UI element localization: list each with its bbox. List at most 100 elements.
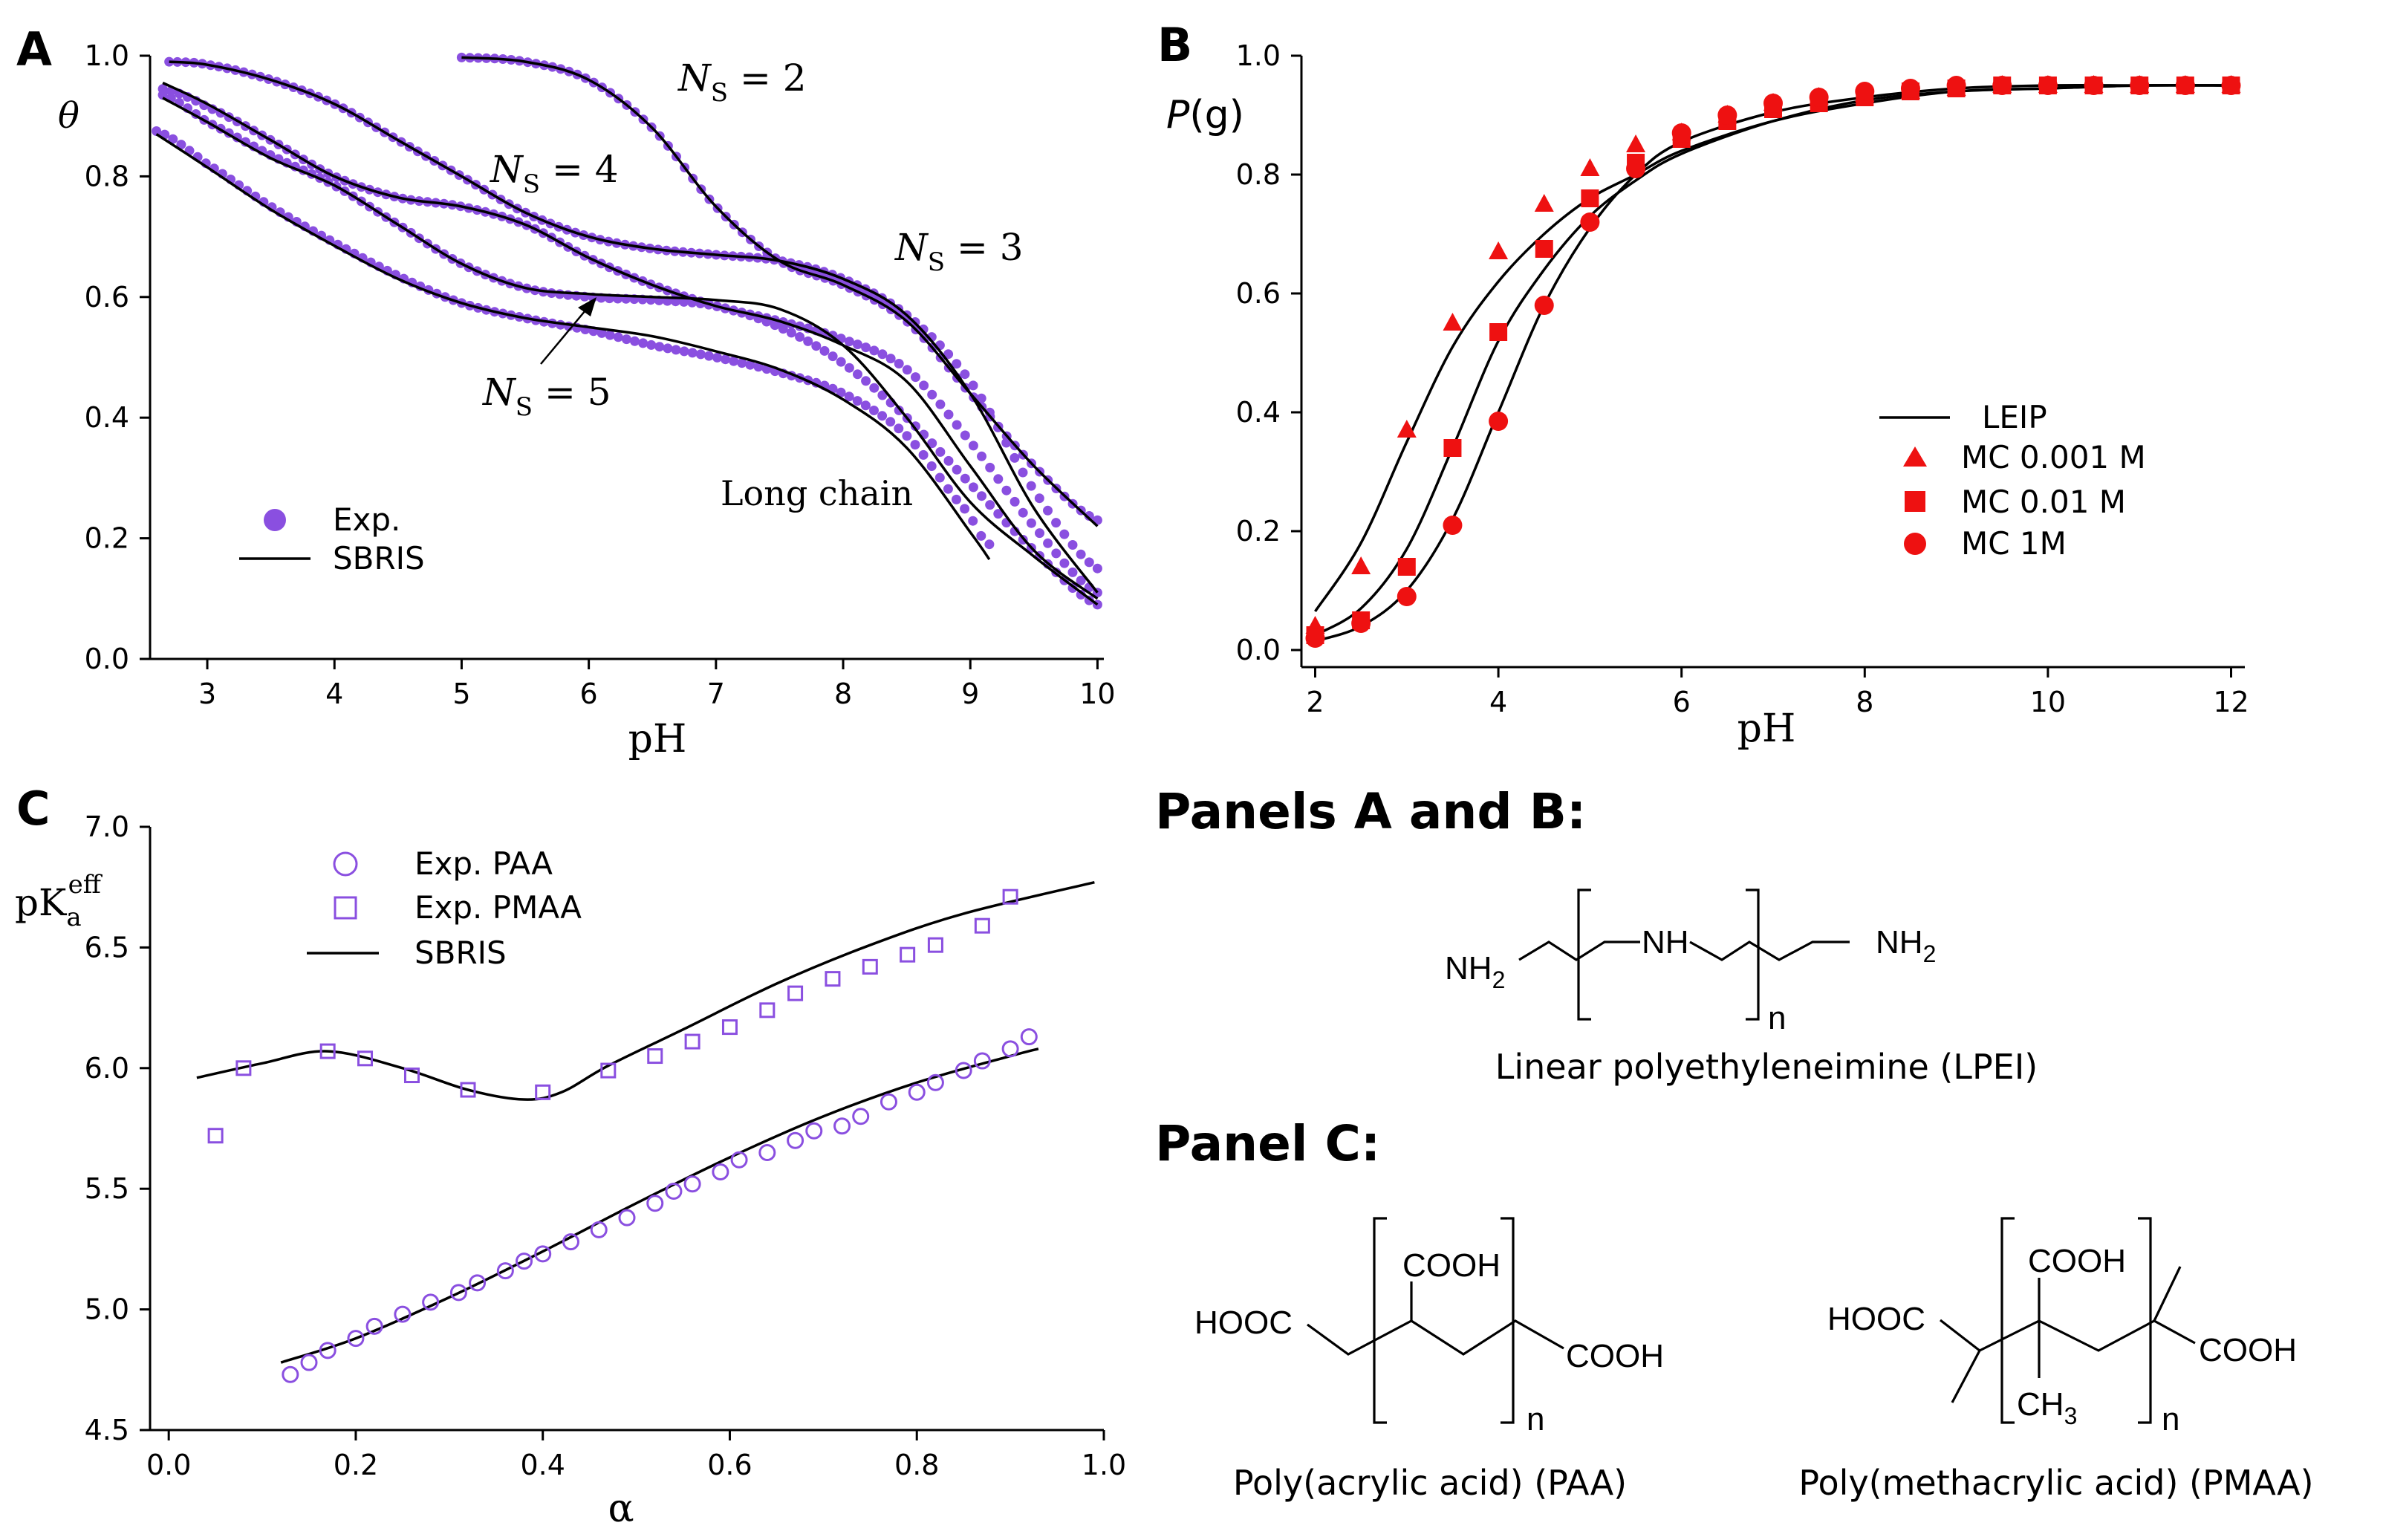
- panel-a-ylabel: θ: [58, 95, 79, 137]
- panel-c-paa-point: [394, 1305, 412, 1323]
- panel-a-exp-point: [844, 337, 854, 347]
- panel-c-sbris-line: [196, 880, 1095, 1101]
- panel-a-exp-point: [1043, 505, 1053, 516]
- paa-cooh-right: COOH: [1566, 1338, 1664, 1374]
- panel-a-exp-point: [852, 396, 862, 406]
- panel-a-exp-point: [993, 509, 1004, 519]
- legend-sbris-label: SBRIS: [333, 540, 425, 576]
- panel-a-exp-point: [976, 393, 986, 403]
- lpei-nh2-right: NH2: [1876, 924, 1936, 967]
- panel-c-paa-point: [833, 1117, 851, 1135]
- panel-a-ytick-label: 0.2: [85, 522, 129, 555]
- panel-a-exp-point: [168, 134, 178, 144]
- panel-b-leip-line: [1314, 83, 2231, 643]
- panel-b-square-point: [1443, 439, 1462, 457]
- panel-b-ylabel: P(g): [1166, 93, 1244, 137]
- panel-c-pmaa-point: [721, 1019, 738, 1036]
- panel-a-exp-point: [605, 330, 615, 340]
- panel-a-exp-point: [902, 431, 912, 441]
- panel-a-exp-point: [795, 332, 805, 342]
- panel-c-paa-point: [319, 1342, 337, 1359]
- panel-c-paa-point: [1020, 1028, 1038, 1046]
- legend-paa-marker: [333, 851, 358, 877]
- panel-c-pmaa-point: [1002, 888, 1018, 905]
- panel-c-ytick-label: 5.0: [85, 1293, 129, 1326]
- panel-a-exp-point: [926, 461, 937, 471]
- panel-a-exp-point: [621, 334, 631, 345]
- panel-a-xtick-label: 5: [452, 678, 470, 710]
- panel-a-exp-point: [1043, 538, 1053, 548]
- panel-c-paa-point: [516, 1253, 533, 1270]
- pmaa-methyl-left: [1951, 1350, 1981, 1403]
- annotation-ns5-arrow-head: [578, 297, 596, 316]
- pmaa-name: Poly(methacrylic acid) (PMAA): [1798, 1463, 2313, 1503]
- panel-c-pmaa-point: [759, 1002, 776, 1018]
- paa-bracket-left: [1373, 1217, 1387, 1424]
- panel-c-pmaa-point: [460, 1082, 476, 1098]
- panel-a-exp-point: [1018, 507, 1028, 518]
- panel-b-ytick-label: 0.0: [1236, 634, 1281, 666]
- panel-a-exp-point: [836, 387, 846, 397]
- panel-b-ytick-label: 1.0: [1236, 39, 1281, 72]
- panel-c-pmaa-point: [825, 971, 841, 987]
- panel-b-letter: B: [1157, 18, 1192, 72]
- panel-a-exp-point: [869, 406, 879, 415]
- pmaa-bracket-right: [2138, 1217, 2152, 1424]
- panel-b-circle-point: [1717, 105, 1737, 125]
- panel-a-exp-point: [894, 423, 904, 434]
- panel-a-exp-point: [877, 390, 888, 400]
- panel-c-xtick-label: 0.6: [707, 1449, 752, 1481]
- panel-b-circle-point: [1489, 412, 1509, 431]
- panel-a-exp-point: [721, 354, 731, 365]
- panel-c-xtick-label: 0.0: [146, 1449, 191, 1481]
- panel-c-ytick-label: 6.0: [85, 1052, 129, 1085]
- panel-a-exp-point: [679, 346, 689, 357]
- panel-a-exp-point: [918, 449, 929, 460]
- panel-c-paa-point: [908, 1083, 926, 1101]
- panel-a-exp-point: [952, 359, 962, 369]
- panel-a-xtick-label: 10: [1079, 678, 1115, 710]
- panel-b-triangle-point: [1397, 420, 1417, 438]
- panel-b-circle-point: [2130, 76, 2150, 95]
- panel-a-exp-point: [1051, 518, 1062, 528]
- lpei-n: n: [1768, 1000, 1786, 1036]
- panel-a-exp-point: [869, 383, 880, 393]
- panel-c-pmaa-point: [684, 1033, 700, 1050]
- panel-a-exp-point: [894, 359, 904, 368]
- panel-a-exp-point: [960, 430, 970, 441]
- panel-a-exp-point: [885, 417, 896, 427]
- lpei-nh-mid: NH: [1642, 924, 1689, 961]
- lpei-nh2-left: NH2: [1445, 950, 1505, 993]
- panel-a-exp-point: [943, 409, 954, 420]
- annotation-ns2: NS = 2: [677, 56, 807, 108]
- panel-c-paa-point: [300, 1354, 318, 1371]
- panel-a-exp-point: [853, 369, 862, 380]
- panel-c-paa-point: [562, 1233, 579, 1251]
- panel-a-exp-point: [687, 348, 698, 358]
- panel-b-circle-point: [1900, 79, 1920, 98]
- panel-b-triangle-point: [1443, 313, 1463, 331]
- panel-b-circle-point: [1305, 628, 1325, 648]
- legend-leip-label: LEIP: [1982, 399, 2047, 435]
- panel-a-exp-point: [919, 380, 929, 391]
- panel-c-pmaa-point: [927, 937, 943, 953]
- panel-a-exp-point: [737, 358, 747, 368]
- panel-a-exp-point: [869, 345, 880, 356]
- panel-c-xtick-label: 0.2: [334, 1449, 378, 1481]
- panel-a-exp-point: [935, 399, 946, 409]
- paa-name: Poly(acrylic acid) (PAA): [1233, 1463, 1627, 1503]
- panel-a-exp-point: [861, 376, 871, 386]
- panel-a-exp-point: [1035, 528, 1044, 539]
- panel-c-paa-point: [955, 1062, 972, 1079]
- panel-a-exp-point: [811, 341, 822, 351]
- panel-b-xtick-label: 2: [1306, 686, 1324, 718]
- panel-b-circle-point: [1855, 82, 1875, 101]
- panel-b-xlabel: pH: [1737, 706, 1796, 751]
- panel-a-xlabel: pH: [628, 717, 687, 761]
- legend-mc1-label: MC 1M: [1961, 525, 2067, 562]
- legend-mc0001-marker: [1903, 446, 1927, 467]
- panel-a-xtick-label: 9: [961, 678, 979, 710]
- panel-b-circle-point: [1763, 94, 1783, 113]
- panel-a-xtick-label: 4: [325, 678, 343, 710]
